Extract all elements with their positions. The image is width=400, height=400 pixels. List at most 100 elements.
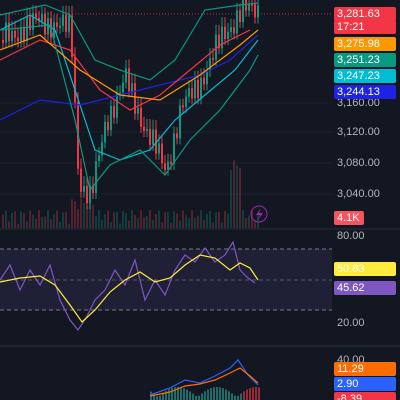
- volume-bar: [59, 221, 61, 228]
- volume-bar: [35, 218, 37, 228]
- macd-bar: [189, 391, 191, 400]
- volume-bar: [170, 223, 172, 228]
- grid: [0, 13, 332, 195]
- volume-bar: [173, 211, 175, 228]
- volume-bar: [107, 210, 109, 228]
- candle: [86, 185, 88, 204]
- volume-bar: [65, 211, 67, 228]
- volume-bar: [155, 213, 157, 228]
- volume-bar: [224, 210, 226, 228]
- badge-label: -8.39: [337, 393, 362, 400]
- candle: [239, 10, 241, 22]
- alert-bolt: [256, 208, 263, 221]
- price-badge: [334, 37, 396, 51]
- candle: [176, 133, 178, 139]
- signal-line: [149, 367, 259, 397]
- candle: [257, 5, 259, 18]
- volume-bar: [95, 216, 97, 228]
- candle: [131, 83, 133, 92]
- volume-bar: [119, 223, 121, 228]
- candle: [29, 16, 31, 30]
- candle: [8, 22, 10, 42]
- candle: [155, 129, 157, 154]
- volume-bar: [164, 212, 166, 228]
- candle: [164, 163, 166, 170]
- candle: [194, 79, 196, 99]
- candle: [242, 0, 244, 22]
- macd-bar: [192, 393, 194, 400]
- price-badge: [334, 262, 396, 276]
- macd-bar: [198, 395, 200, 400]
- candle: [140, 107, 142, 127]
- volume-bar: [38, 210, 40, 228]
- candle: [203, 77, 205, 85]
- rsi-ma: [0, 254, 259, 323]
- macd-bar: [165, 391, 167, 400]
- volume-bar: [74, 201, 76, 228]
- macd-bar: [252, 387, 254, 400]
- volume-bar: [29, 210, 31, 228]
- volume-bar: [248, 215, 250, 228]
- volume-bar: [251, 210, 253, 228]
- macd-bar: [210, 388, 212, 400]
- volume-bar: [152, 219, 154, 228]
- price-badge: [334, 7, 396, 21]
- volume-bar: [92, 205, 94, 228]
- badge-label: 17:21: [337, 21, 365, 33]
- macd-bar: [228, 391, 230, 400]
- volume-bar: [146, 215, 148, 228]
- volume-bar: [80, 198, 82, 228]
- volume-bar: [245, 217, 247, 228]
- badge-label: 3,275.98: [337, 38, 380, 50]
- volume-bar: [110, 222, 112, 228]
- volume-bar: [230, 170, 232, 228]
- candle: [227, 31, 229, 39]
- volume-bar: [125, 213, 127, 228]
- candle: [134, 83, 136, 114]
- macd-bar: [219, 387, 221, 400]
- macd-bar: [177, 387, 179, 400]
- candle: [14, 30, 16, 38]
- candle: [248, 3, 250, 11]
- volume-badge: [334, 211, 364, 225]
- badge-label: 50.83: [337, 263, 365, 275]
- volume-bar: [5, 210, 7, 228]
- volume-bar: [41, 216, 43, 228]
- candle: [2, 40, 4, 43]
- volume-bar: [56, 210, 58, 228]
- volume-bar: [11, 212, 13, 228]
- macd-bar: [234, 395, 236, 400]
- badge-label: 3,247.23: [337, 70, 380, 82]
- candle: [95, 161, 97, 193]
- volume-bar: [17, 223, 19, 228]
- volume-bar: [32, 214, 34, 228]
- candle: [152, 129, 154, 145]
- macd-bar: [207, 389, 209, 400]
- volume-bar: [236, 165, 238, 228]
- candle: [206, 70, 208, 85]
- volume-bar: [176, 213, 178, 228]
- macd-bar: [243, 391, 245, 400]
- candle: [71, 15, 73, 58]
- volume-bar: [122, 211, 124, 228]
- alert-icon[interactable]: [250, 205, 268, 223]
- macd-bar: [225, 389, 227, 400]
- volume-bar: [227, 213, 229, 228]
- volume-bar: [44, 216, 46, 228]
- rsi-line: [0, 240, 256, 332]
- volume-bar: [104, 214, 106, 228]
- candle: [197, 79, 199, 99]
- candle: [35, 13, 37, 18]
- volume-bar: [14, 211, 16, 228]
- candle: [5, 22, 7, 43]
- candle: [107, 121, 109, 131]
- candle: [65, 14, 67, 32]
- candle: [179, 105, 181, 139]
- volume-bar: [83, 202, 85, 228]
- candle: [110, 105, 112, 131]
- volume-bar: [188, 217, 190, 228]
- volume-bar: [212, 222, 214, 228]
- candle: [230, 27, 232, 32]
